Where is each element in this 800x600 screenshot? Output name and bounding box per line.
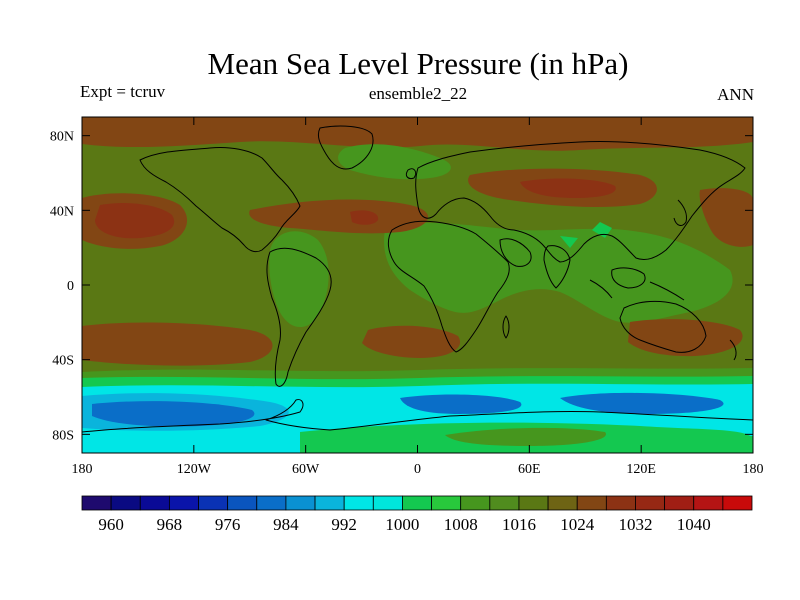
colorbar-swatch	[256, 495, 287, 511]
madagascar-coast	[502, 315, 510, 339]
season-label: ANN	[717, 85, 754, 104]
colorbar-swatch	[402, 495, 432, 511]
colorbar-label: 1016	[502, 515, 536, 534]
north-america-coast	[139, 147, 301, 253]
colorbar-swatch	[605, 495, 636, 511]
south-pacific-high	[82, 322, 273, 366]
colorbar	[81, 495, 753, 511]
north-pacific-high-core	[95, 203, 175, 239]
india-low-core	[560, 236, 578, 248]
colorbar-swatch	[635, 495, 666, 511]
colorbar-label: 1032	[618, 515, 652, 534]
lat-tick-label: 80S	[52, 428, 74, 443]
colorbar-labels: 960 968 976 984 992 1000 1008 1016 1024 1032 1040	[98, 515, 710, 534]
colorbar-label: 992	[331, 515, 357, 534]
new-guinea-coast	[649, 281, 685, 301]
africa-coast	[387, 220, 510, 353]
north-pacific-high-east	[699, 188, 753, 247]
colorbar-swatch	[168, 495, 199, 511]
new-zealand-coast	[729, 339, 737, 361]
antarctic-interior-low	[445, 427, 606, 446]
australia-coast	[619, 300, 707, 353]
ensemble-label: ensemble2_22	[368, 84, 468, 103]
colorbar-label: 1024	[560, 515, 595, 534]
lon-tick-label: 120E	[626, 462, 656, 477]
colorbar-swatch	[722, 495, 753, 511]
colorbar-swatch	[285, 495, 316, 511]
colorbar-swatch	[372, 495, 403, 511]
lon-tick-label: 0	[414, 462, 421, 477]
azores-high-core	[350, 210, 379, 225]
lon-tick-label: 120W	[177, 462, 212, 477]
borneo-coast	[611, 267, 646, 289]
uk-coast	[405, 168, 417, 179]
lat-tick-label: 40S	[52, 354, 74, 369]
colorbar-label: 968	[157, 515, 183, 534]
lon-tick-label: 60E	[518, 462, 541, 477]
colorbar-swatch	[489, 495, 520, 511]
africa-asia-low	[384, 222, 733, 323]
south-america-coast	[266, 247, 332, 387]
colorbar-swatch	[81, 495, 112, 511]
lat-tick-label: 0	[67, 279, 74, 294]
trough-atlantic-core	[400, 394, 522, 414]
colorbar-swatch	[518, 495, 549, 511]
lat-tick-label: 80N	[50, 130, 74, 145]
south-america-low	[269, 231, 329, 328]
latitude-axis: 80N 40N 0 40S 80S	[50, 130, 753, 443]
australian-high	[628, 319, 743, 357]
south-atlantic-high	[362, 325, 461, 358]
colorbar-swatch	[547, 495, 578, 511]
colorbar-label: 1040	[677, 515, 711, 534]
lon-tick-label: 60W	[292, 462, 320, 477]
india-coast	[543, 245, 571, 289]
lon-tick-label: 180	[743, 462, 764, 477]
colorbar-label: 1008	[444, 515, 478, 534]
lon-tick-label: 180	[72, 462, 93, 477]
longitude-axis: 180 120W 60W 0 60E 120E 180	[72, 117, 764, 477]
colorbar-swatch	[198, 495, 229, 511]
colorbar-label: 960	[98, 515, 124, 534]
antarctic-west-band	[82, 436, 300, 453]
japan-coast	[673, 199, 687, 226]
colorbar-swatch	[227, 495, 258, 511]
coastlines	[82, 125, 753, 433]
siberian-high-core	[520, 178, 616, 198]
colorbar-label: 976	[215, 515, 241, 534]
arctic-high	[82, 117, 753, 151]
map-title: Mean Sea Level Pressure (in hPa)	[207, 46, 629, 81]
colorbar-label: 984	[273, 515, 299, 534]
colorbar-swatch	[343, 495, 374, 511]
arabia-coast	[499, 238, 532, 267]
trough-indian-core	[560, 392, 724, 414]
experiment-label: Expt = tcruv	[80, 82, 166, 101]
colorbar-swatch	[576, 495, 607, 511]
eurasia-coast	[415, 140, 746, 263]
colorbar-swatch	[664, 495, 695, 511]
colorbar-swatch	[431, 495, 462, 511]
colorbar-swatch	[314, 495, 345, 511]
colorbar-swatch	[693, 495, 724, 511]
lat-tick-label: 40N	[50, 204, 74, 219]
north-atlantic-low	[338, 144, 451, 180]
antarctica-coast	[82, 399, 753, 433]
pressure-field	[82, 117, 753, 453]
colorbar-swatch	[460, 495, 491, 511]
colorbar-swatch	[139, 495, 170, 511]
colorbar-label: 1000	[385, 515, 419, 534]
tibet-low-core	[592, 222, 612, 238]
azores-high	[249, 199, 429, 234]
sumatra-coast	[589, 279, 613, 299]
trough-west-core	[92, 401, 255, 427]
greenland-coast	[317, 125, 374, 170]
colorbar-swatch	[110, 495, 141, 511]
